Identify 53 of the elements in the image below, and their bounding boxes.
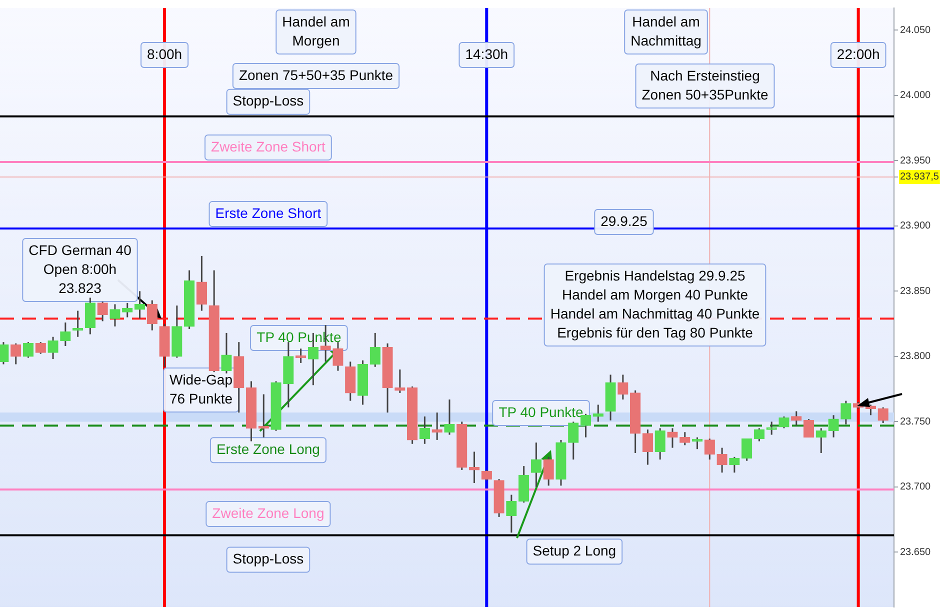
ref-line-label: Zweite Zone Long bbox=[212, 504, 324, 521]
candlestick bbox=[568, 420, 579, 460]
ref-line-label: Zweite Zone Short bbox=[211, 138, 326, 154]
ref-line-label: Erste Zone Long bbox=[216, 440, 320, 457]
candlestick bbox=[654, 427, 666, 460]
candlestick bbox=[530, 442, 542, 488]
y-tick-label: 23.800 bbox=[900, 351, 932, 362]
annotation: Nach Ersteinstieg Zonen 50+35Punkte bbox=[642, 67, 768, 102]
y-tick-label: 24.000 bbox=[900, 90, 932, 102]
y-tick-label: 23.900 bbox=[900, 220, 932, 232]
candlestick bbox=[680, 431, 690, 446]
annotation: Handel am Nachmittag bbox=[630, 13, 702, 48]
y-tick-label: 23.850 bbox=[900, 286, 932, 297]
candlestick bbox=[667, 427, 678, 449]
candlestick bbox=[134, 290, 146, 320]
candlestick bbox=[592, 404, 604, 422]
candlestick bbox=[642, 428, 654, 466]
candlestick bbox=[791, 410, 802, 426]
candlestick bbox=[122, 302, 133, 318]
ref-line-label: Erste Zone Short bbox=[215, 204, 322, 221]
candlestick bbox=[84, 296, 96, 336]
ref-line-label: 8:00h bbox=[147, 46, 182, 62]
candlestick bbox=[60, 322, 71, 347]
candlestick bbox=[766, 420, 777, 436]
y-tick-label: 23.650 bbox=[900, 546, 932, 558]
annotation: Zonen 75+50+35 Punkte bbox=[238, 66, 394, 83]
ref-line-label: Stopp-Loss bbox=[232, 550, 304, 567]
ref-line-label: 14:30h bbox=[465, 46, 508, 62]
annotation: Setup 2 Long bbox=[532, 542, 616, 558]
y-tick-label: 23.750 bbox=[900, 416, 932, 428]
y-tick-label: 23.700 bbox=[900, 482, 932, 493]
candlestick bbox=[110, 303, 120, 328]
candlestick bbox=[468, 450, 480, 484]
annotation: Wide-Gap 76 Punkte bbox=[169, 371, 233, 406]
candlestick bbox=[816, 427, 826, 454]
candlestick bbox=[432, 412, 442, 441]
candlestick bbox=[444, 398, 455, 436]
candlestick bbox=[146, 300, 158, 332]
annotation: Ergebnis Handelstag 29.9.25 Handel am Morgen 40 Punkte Handel am Nachmittag 40 Punkte Ergebnis für den Tag 80 Punkte bbox=[550, 267, 760, 340]
candlestick bbox=[543, 456, 554, 486]
y-tick-label: 23.937,5 bbox=[900, 172, 940, 183]
y-tick-label: 24.050 bbox=[900, 24, 932, 36]
annotation: CFD German 40 Open 8:00h 23.823 bbox=[28, 242, 132, 296]
annotation: TP 40 Punkte bbox=[498, 404, 584, 420]
candlestick bbox=[196, 255, 208, 312]
annotation: 29.9.25 bbox=[600, 212, 648, 229]
annotation: Handel am Morgen bbox=[282, 13, 350, 48]
candlestick bbox=[741, 438, 752, 462]
candlestick bbox=[729, 456, 740, 474]
ref-line-label: 22:00h bbox=[836, 46, 880, 62]
ref-line-label: Stopp-Loss bbox=[232, 92, 304, 109]
candlestick bbox=[221, 332, 232, 374]
y-tick-label: 23.950 bbox=[900, 155, 932, 166]
